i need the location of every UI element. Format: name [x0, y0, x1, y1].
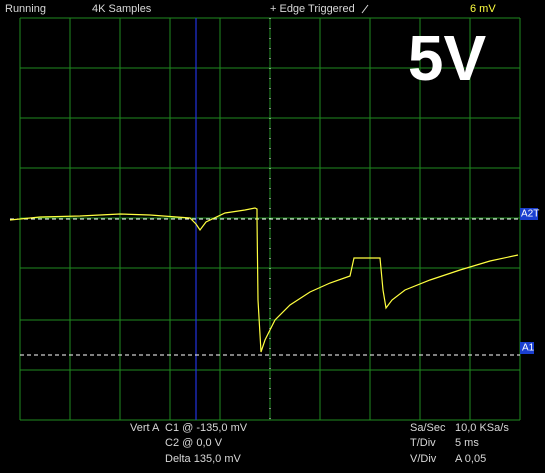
cursor-marker: A1	[522, 343, 535, 354]
trigger-marker: A2T	[521, 209, 539, 220]
trigger-mode: + Edge Triggered	[270, 3, 355, 15]
waveform-trace	[9, 207, 519, 353]
c2-reading: C2 @ 0,0 V	[165, 437, 223, 449]
trigger-level: 6 mV	[470, 3, 496, 15]
delta-reading: Delta 135,0 mV	[165, 453, 241, 465]
rate-value: 10,0 KSa/s	[455, 422, 509, 434]
overlay-label: 5V	[408, 22, 487, 94]
time-value: 5 ms	[455, 437, 479, 449]
status: Running	[5, 3, 46, 15]
channel: Vert A	[130, 422, 160, 434]
marker-box	[520, 208, 538, 220]
marker-box	[520, 342, 534, 354]
volt-label: V/Div	[410, 453, 437, 465]
c1-reading: C1 @ -135,0 mV	[165, 422, 248, 434]
samples: 4K Samples	[92, 3, 152, 15]
time-label: T/Div	[410, 437, 436, 449]
slope-icon	[361, 4, 369, 14]
volt-value: A 0,05	[455, 453, 486, 465]
rate-label: Sa/Sec	[410, 422, 446, 434]
